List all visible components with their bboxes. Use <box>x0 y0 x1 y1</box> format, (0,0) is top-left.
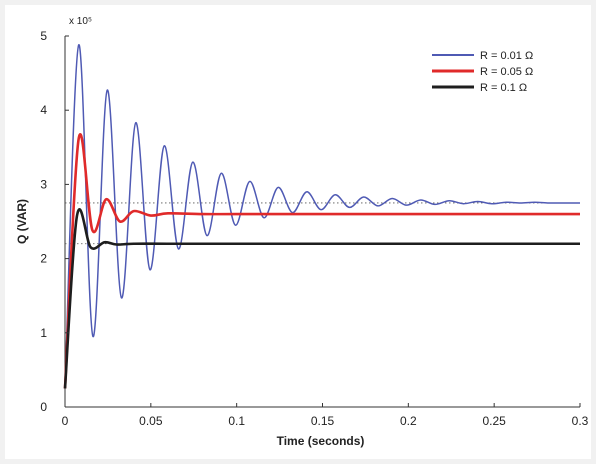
x-axis-title: Time (seconds) <box>277 434 365 448</box>
x-tick-label: 0 <box>62 414 69 428</box>
ticks: 0 0.05 0.1 0.15 0.2 0.25 0.3 0 1 2 3 4 5 <box>40 29 588 428</box>
legend: R = 0.01 Ω R = 0.05 Ω R = 0.1 Ω <box>432 50 533 94</box>
y-tick-label: 5 <box>40 29 47 43</box>
y-tick-label: 3 <box>40 177 47 191</box>
series-layer <box>63 44 581 389</box>
y-multiplier-label: x 10⁵ <box>69 16 92 27</box>
y-tick-label: 1 <box>40 326 47 340</box>
legend-label: R = 0.1 Ω <box>480 82 527 94</box>
x-tick-label: 0.2 <box>400 414 417 428</box>
legend-label: R = 0.01 Ω <box>480 50 533 62</box>
x-tick-label: 0.15 <box>311 414 335 428</box>
series-line-2 <box>63 133 580 389</box>
y-tick-label: 4 <box>40 103 47 117</box>
series-line-1 <box>64 44 580 389</box>
y-tick-label: 0 <box>40 400 47 414</box>
legend-label: R = 0.05 Ω <box>480 66 533 78</box>
x-tick-label: 0.05 <box>139 414 163 428</box>
y-tick-label: 2 <box>40 252 47 266</box>
series-line-3 <box>63 208 581 389</box>
x-tick-label: 0.25 <box>482 414 506 428</box>
chart-frame <box>5 5 591 459</box>
x-tick-label: 0.3 <box>572 414 589 428</box>
y-axis-title: Q (VAR) <box>15 199 29 244</box>
x-tick-label: 0.1 <box>228 414 245 428</box>
